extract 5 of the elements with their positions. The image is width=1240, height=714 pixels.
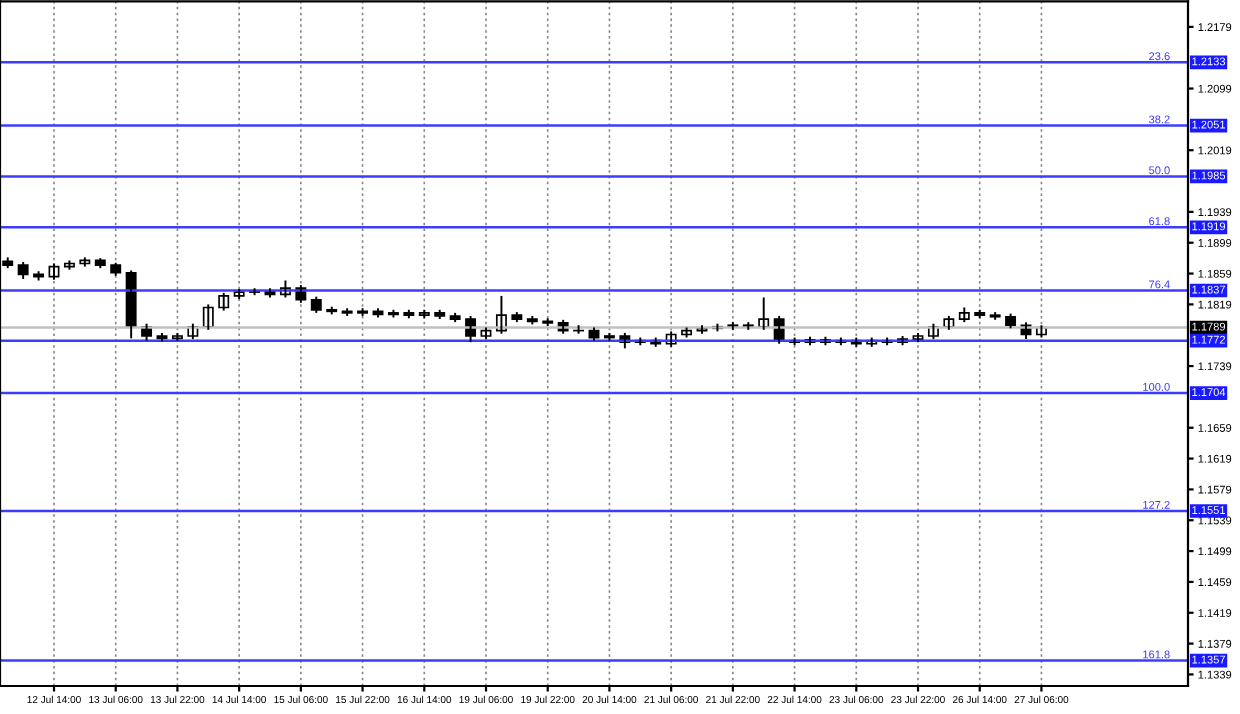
candlestick: [989, 311, 1001, 321]
candlestick: [434, 308, 446, 321]
candlestick: [449, 311, 461, 324]
candlestick: [511, 311, 523, 324]
candlestick: [110, 261, 122, 277]
